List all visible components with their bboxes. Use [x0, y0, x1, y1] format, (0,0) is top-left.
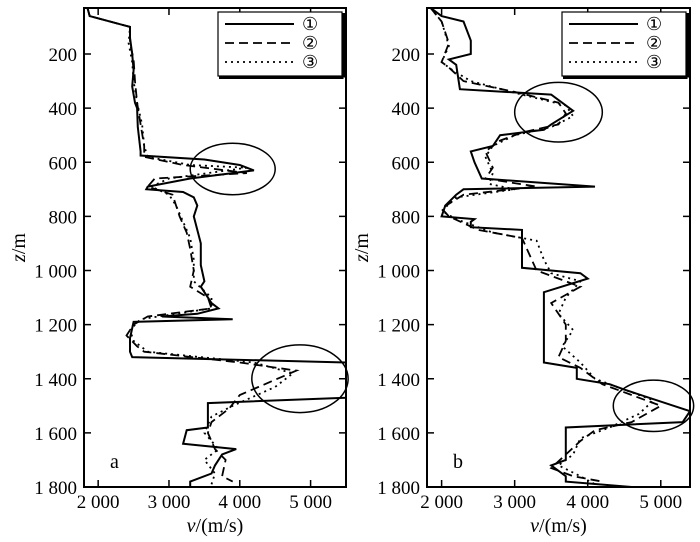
panel-a-y-tick-label: 1 400	[34, 370, 77, 391]
panel-b-x-tick-label: 5 000	[639, 492, 682, 513]
panel-b-y-tick-label: 1 400	[377, 370, 420, 391]
panel-b-series	[429, 8, 690, 487]
panel-a-frame	[83, 7, 347, 488]
panel-b-legend: ①②③	[561, 11, 689, 79]
panel-a-x-tick-label: 2 000	[77, 492, 120, 513]
panel-b-y-tick-label: 600	[392, 153, 421, 174]
panel-a-y-tick-label: 1 000	[34, 262, 77, 283]
panel-b-y-axis-label: z/m	[351, 233, 373, 263]
panel-a-series	[86, 8, 346, 487]
panel-b-y-tick-label: 1 000	[377, 262, 420, 283]
panel-b-y-tick-label: 1 600	[377, 424, 420, 445]
panel-b-x-tick-label: 2 000	[420, 492, 463, 513]
panel-a-y-tick-label: 400	[49, 99, 78, 120]
panel-b-x-tick-label: 3 000	[493, 492, 536, 513]
panel-a-x-tick-label: 3 000	[148, 492, 191, 513]
panel-b-frame	[426, 7, 691, 488]
panel-b-y-tick-label: 1 800	[377, 478, 420, 499]
panel-b-legend-label-1: ①	[646, 14, 662, 34]
panel-a-legend-box	[217, 11, 343, 77]
panel-a-legend-label-3: ③	[302, 52, 318, 72]
panel-b-y-tick-label: 400	[392, 99, 421, 120]
panel-a-letter: a	[110, 451, 119, 473]
panel-a-y-tick-label: 600	[49, 153, 78, 174]
panel-b-series-2-line	[429, 8, 663, 483]
panel-b-y-tick-label: 800	[392, 207, 421, 228]
panel-a-y-axis-label: z/m	[8, 233, 30, 263]
panel-a-series-2-line	[86, 8, 300, 483]
panel-b-legend-label-3: ③	[646, 52, 662, 72]
panel-a-x-tick-label: 5 000	[289, 492, 332, 513]
panel-b-legend-label-2: ②	[646, 33, 662, 53]
panel-a-y-tick-label: 800	[49, 207, 78, 228]
panel-a-y-tick-label: 1 800	[34, 478, 77, 499]
panel-b-letter: b	[453, 451, 463, 473]
panel-a-highlight-ellipse-1	[189, 142, 276, 196]
panel-a-highlight-ellipse-2	[251, 344, 349, 414]
panel-a-y-tick-label: 200	[49, 45, 78, 66]
panel-a-y-tick-label: 1 600	[34, 424, 77, 445]
panel-b-x-axis-label: v/(m/s)	[530, 515, 587, 537]
panel-b-y-tick-label: 1 200	[377, 316, 420, 337]
panel-b-series-3-line	[429, 8, 656, 486]
panel-b-y-tick-label: 200	[392, 45, 421, 66]
panel-b-legend-box	[561, 11, 687, 77]
panel-a-legend: ①②③	[217, 11, 345, 79]
panel-b-x-tick-label: 4 000	[566, 492, 609, 513]
panel-a-series-1-line	[86, 8, 346, 487]
panel-b-highlight-ellipse-1	[513, 81, 604, 143]
panel-a-legend-label-1: ①	[302, 14, 318, 34]
panel-a-x-axis-label: v/(m/s)	[187, 515, 244, 537]
panel-b-highlight-ellipse-2	[612, 379, 695, 433]
panel-a-y-tick-label: 1 200	[34, 316, 77, 337]
panel-a-legend-label-2: ②	[302, 33, 318, 53]
panel-b-series-1-line	[430, 8, 690, 487]
panel-a-x-tick-label: 4 000	[218, 492, 261, 513]
